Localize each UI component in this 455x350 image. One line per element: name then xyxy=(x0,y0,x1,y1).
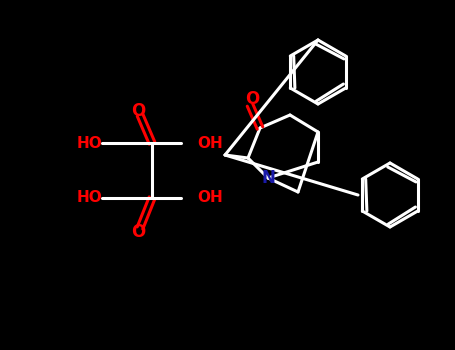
Text: N: N xyxy=(261,169,275,187)
Text: O: O xyxy=(245,90,259,108)
Text: HO: HO xyxy=(77,190,103,205)
Text: O: O xyxy=(131,223,145,241)
Text: OH: OH xyxy=(197,135,223,150)
Text: O: O xyxy=(131,102,145,120)
Text: HO: HO xyxy=(77,135,103,150)
Text: OH: OH xyxy=(197,190,223,205)
